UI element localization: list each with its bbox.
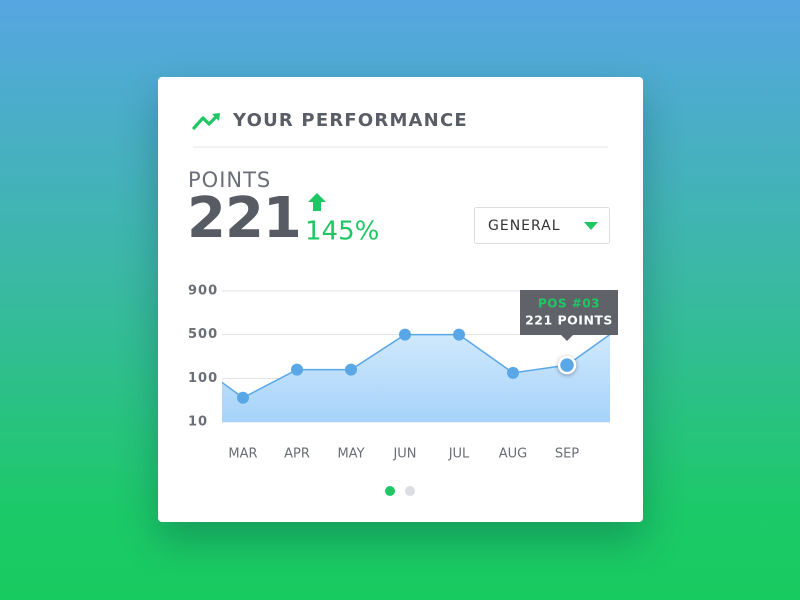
data-point [399, 328, 411, 341]
chart-area: 10 100 500 900 MAR APR MAY JUN JUL AUG SEP POS #03 2… [188, 284, 618, 462]
trend-icon [192, 113, 220, 130]
data-point [507, 366, 519, 379]
x-tick-label: JUN [392, 447, 416, 462]
card-title: YOUR PERFORMANCE [232, 110, 468, 131]
y-tick-label: 900 [188, 284, 218, 299]
x-tick-label: SEP [555, 447, 579, 462]
data-point [453, 328, 465, 341]
dropdown[interactable] [474, 207, 610, 244]
dropdown-caret[interactable] [584, 222, 598, 230]
x-tick-label: MAR [228, 447, 257, 462]
data-point [237, 391, 249, 404]
y-tick-label: 500 [188, 327, 218, 342]
data-point [291, 363, 303, 376]
data-point [345, 363, 357, 376]
x-tick-label: JUL [448, 447, 470, 462]
page-dot[interactable] [405, 486, 415, 496]
y-tick-label: 100 [188, 371, 218, 386]
tooltip-title: POS #03 [538, 297, 600, 311]
tooltip-pointer [561, 335, 573, 341]
y-tick-label: 10 [188, 415, 208, 430]
page-dot-active[interactable] [385, 486, 395, 496]
points-value: 221 [187, 186, 301, 251]
data-point-highlight [557, 355, 577, 375]
points-change: 145% [305, 217, 379, 247]
x-tick-label: AUG [499, 447, 527, 462]
dropdown-label[interactable]: GENERAL [488, 218, 561, 234]
tooltip-box [520, 290, 618, 335]
area-fill [222, 334, 610, 422]
tooltip-text: 221 POINTS [525, 313, 613, 328]
x-tick-label: APR [284, 447, 310, 462]
up-arrow [308, 193, 326, 211]
trend-icon-head [212, 113, 220, 121]
x-tick-label: MAY [337, 447, 364, 462]
points-label: POINTS [188, 168, 271, 192]
